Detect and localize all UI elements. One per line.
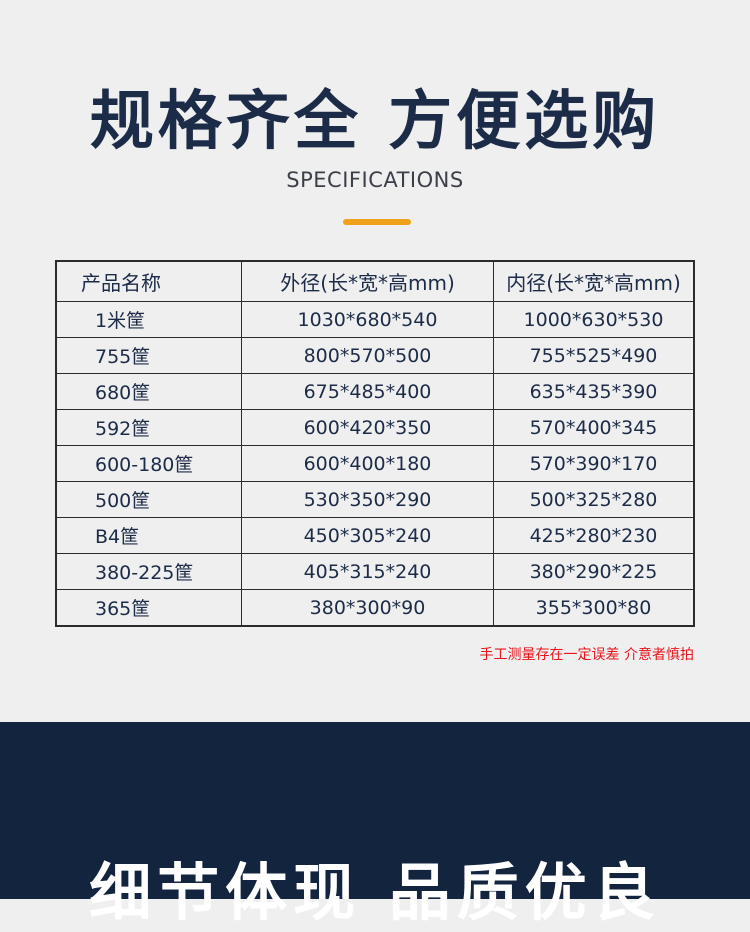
table-row: 592筐 600*420*350 570*400*345 xyxy=(55,409,695,446)
specifications-table: 产品名称 外径(长*宽*高mm) 内径(长*宽*高mm) 1米筐 1030*680… xyxy=(55,260,695,627)
inner-size-cell: 425*280*230 xyxy=(493,517,695,554)
outer-size-cell: 450*305*240 xyxy=(241,517,494,554)
product-name-cell: 1米筐 xyxy=(55,301,242,338)
outer-size-cell: 530*350*290 xyxy=(241,481,494,518)
table-row: 380-225筐 405*315*240 380*290*225 xyxy=(55,553,695,590)
inner-size-cell: 1000*630*530 xyxy=(493,301,695,338)
product-name-cell: 380-225筐 xyxy=(55,553,242,590)
inner-size-cell: 755*525*490 xyxy=(493,337,695,374)
outer-size-cell: 600*420*350 xyxy=(241,409,494,446)
footer-band xyxy=(0,722,750,899)
column-header-outer: 外径(长*宽*高mm) xyxy=(241,260,494,302)
outer-size-cell: 380*300*90 xyxy=(241,589,494,627)
inner-size-cell: 380*290*225 xyxy=(493,553,695,590)
measurement-note: 手工测量存在一定误差 介意者慎拍 xyxy=(479,647,694,663)
product-name-cell: 680筐 xyxy=(55,373,242,410)
table-row: 600-180筐 600*400*180 570*390*170 xyxy=(55,445,695,482)
page-subtitle: SPECIFICATIONS xyxy=(286,168,464,192)
table-header-row: 产品名称 外径(长*宽*高mm) 内径(长*宽*高mm) xyxy=(55,260,695,302)
table-row: 680筐 675*485*400 635*435*390 xyxy=(55,373,695,410)
product-name-cell: B4筐 xyxy=(55,517,242,554)
inner-size-cell: 500*325*280 xyxy=(493,481,695,518)
product-name-cell: 600-180筐 xyxy=(55,445,242,482)
product-name-cell: 365筐 xyxy=(55,589,242,627)
column-header-name: 产品名称 xyxy=(55,260,242,302)
inner-size-cell: 570*400*345 xyxy=(493,409,695,446)
accent-divider xyxy=(343,219,411,225)
inner-size-cell: 635*435*390 xyxy=(493,373,695,410)
inner-size-cell: 570*390*170 xyxy=(493,445,695,482)
table-row: 365筐 380*300*90 355*300*80 xyxy=(55,589,695,627)
table-row: 1米筐 1030*680*540 1000*630*530 xyxy=(55,301,695,338)
column-header-inner: 内径(长*宽*高mm) xyxy=(493,260,695,302)
outer-size-cell: 1030*680*540 xyxy=(241,301,494,338)
footer-title: 细节体现 品质优良 xyxy=(89,856,661,929)
inner-size-cell: 355*300*80 xyxy=(493,589,695,627)
outer-size-cell: 800*570*500 xyxy=(241,337,494,374)
outer-size-cell: 405*315*240 xyxy=(241,553,494,590)
table-row: 755筐 800*570*500 755*525*490 xyxy=(55,337,695,374)
product-name-cell: 755筐 xyxy=(55,337,242,374)
table-row: B4筐 450*305*240 425*280*230 xyxy=(55,517,695,554)
product-name-cell: 500筐 xyxy=(55,481,242,518)
product-name-cell: 592筐 xyxy=(55,409,242,446)
outer-size-cell: 600*400*180 xyxy=(241,445,494,482)
outer-size-cell: 675*485*400 xyxy=(241,373,494,410)
table-row: 500筐 530*350*290 500*325*280 xyxy=(55,481,695,518)
page-title: 规格齐全 方便选购 xyxy=(89,85,661,159)
